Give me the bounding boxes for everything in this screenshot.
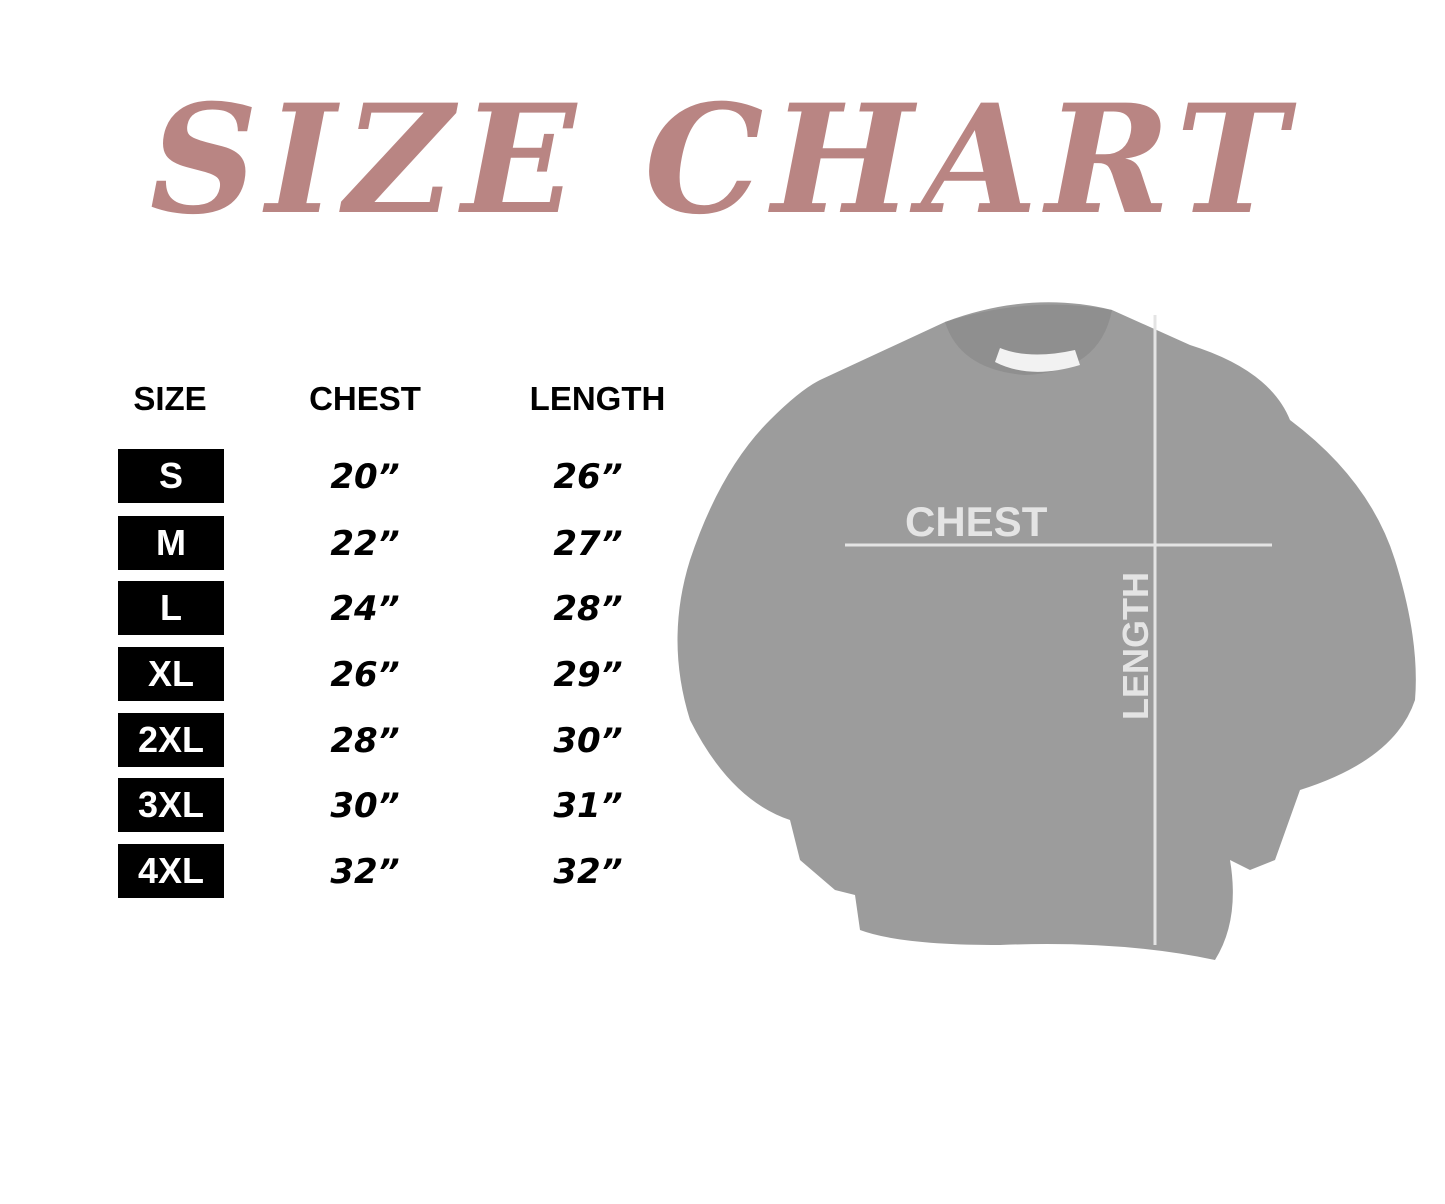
length-label: LENGTH [1115,572,1156,720]
page-title: SIZE CHART [149,72,1296,248]
size-label-3xl: 3XL [118,778,224,832]
length-value: 29” [553,655,623,695]
length-value: 32” [553,852,623,892]
length-value: 26” [553,457,623,497]
size-label-4xl: 4XL [118,844,224,898]
header-chest: CHEST [309,380,421,417]
length-value: 27” [553,524,623,564]
chest-value: 22” [330,524,400,564]
chest-value: 30” [330,786,400,826]
length-value: 28” [553,589,623,629]
header-length: LENGTH [529,380,666,417]
chest-value: 28” [330,721,400,761]
size-label-xl: XL [118,647,224,701]
size-label-m: M [118,516,224,570]
size-label-s: S [118,449,224,503]
size-label-2xl: 2XL [118,713,224,767]
chest-value: 20” [330,457,400,497]
chest-value: 32” [330,852,400,892]
length-value: 31” [553,786,623,826]
chest-value: 24” [330,589,400,629]
sweatshirt-image [677,302,1416,960]
chest-label: CHEST [905,498,1048,545]
length-value: 30” [553,721,623,761]
header-size: SIZE [133,380,207,417]
size-label-l: L [118,581,224,635]
chest-value: 26” [330,655,400,695]
